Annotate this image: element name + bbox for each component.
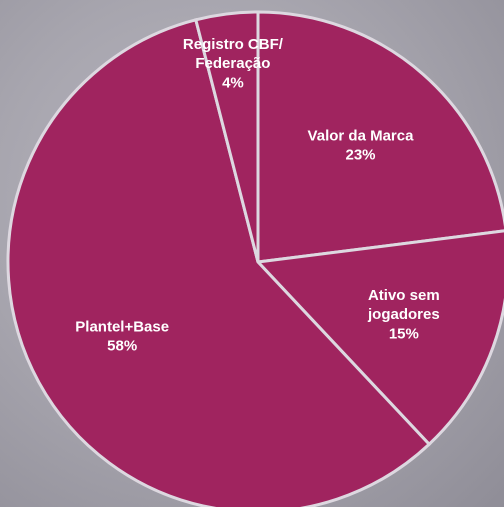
slice-value: 4% (222, 73, 244, 92)
slice-value: 23% (345, 146, 375, 165)
slice-label: Ativo sem jogadores (349, 286, 459, 324)
slice-label: Valor da Marca (306, 126, 416, 145)
slice-value: 15% (389, 324, 419, 343)
slice-value: 58% (107, 337, 137, 356)
chart (0, 0, 504, 507)
page: (() => { const data = JSON.parse(documen… (0, 0, 504, 507)
slice-label: Plantel+Base (67, 317, 177, 336)
slice-label: Registro CBF/ Federação (168, 35, 298, 73)
